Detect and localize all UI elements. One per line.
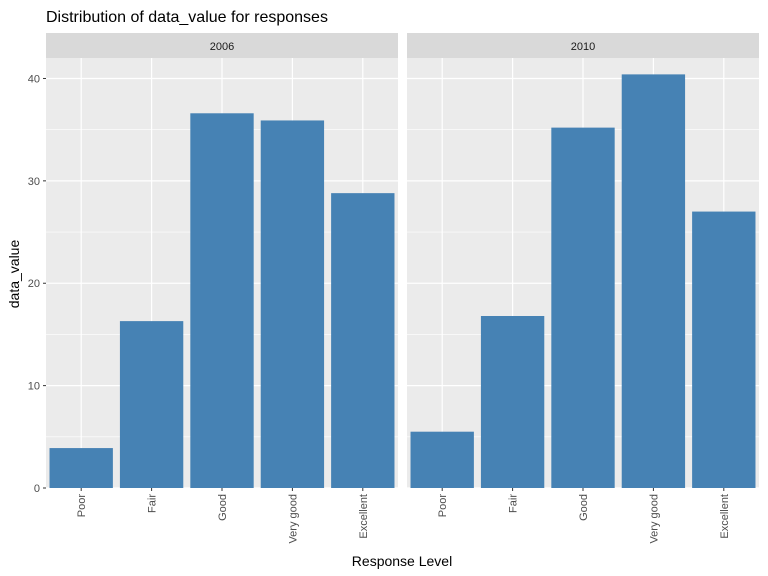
bar-2006-excellent (331, 193, 395, 488)
bar-2010-excellent (692, 211, 756, 489)
facet-panel-2006: 2006 Poor Fair Good Very good Excellent (46, 33, 398, 544)
facet-strip-label: 2006 (210, 41, 234, 53)
facet-panels: 2006 Poor Fair Good Very good Excellent 2010 Po… (46, 33, 759, 544)
bar-2006-fair (119, 321, 184, 488)
x-tick-label: Very good (287, 494, 299, 544)
facet-strip (407, 33, 759, 58)
x-tick-label: Poor (437, 494, 449, 518)
x-tick-label: Excellent (719, 494, 731, 539)
facet-strip-label: 2010 (571, 41, 595, 53)
bar-2010-very-good (621, 74, 686, 488)
y-tick-label: 20 (28, 278, 40, 290)
bar-2006-good (190, 113, 254, 489)
bar-2010-fair (480, 316, 545, 488)
bar-2010-good (551, 127, 615, 488)
facet-panel-2010: 2010 Poor Fair Good Very good Excellent (407, 33, 759, 544)
y-tick-label: 40 (28, 73, 40, 85)
y-axis-title: data_value (6, 240, 22, 309)
x-tick-label: Excellent (358, 494, 370, 539)
x-tick-label: Good (578, 494, 590, 521)
bar-2010-poor (410, 431, 474, 488)
facet-strip (46, 33, 398, 58)
y-axis: 0 10 20 30 40 (28, 73, 46, 495)
y-tick-label: 30 (28, 176, 40, 188)
chart-title: Distribution of data_value for responses (46, 9, 328, 26)
y-tick-label: 10 (28, 381, 40, 393)
x-tick-label: Poor (76, 494, 88, 518)
y-tick-label: 0 (34, 483, 40, 495)
x-tick-label: Fair (508, 494, 520, 513)
x-axis-title: Response Level (352, 553, 452, 569)
bar-2006-very-good (260, 120, 325, 488)
x-tick-label: Very good (648, 494, 660, 544)
x-tick-label: Fair (147, 494, 159, 513)
x-tick-label: Good (217, 494, 229, 521)
bar-2006-poor (49, 448, 113, 488)
